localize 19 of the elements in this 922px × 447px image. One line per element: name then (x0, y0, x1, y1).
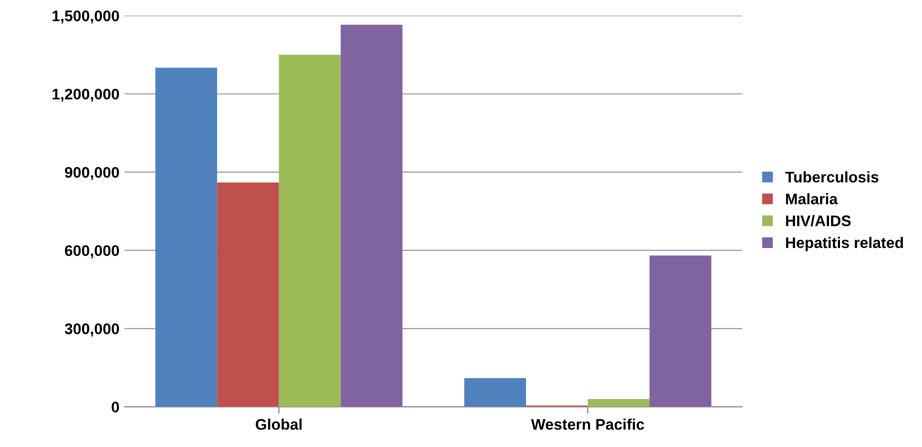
legend-label: HIV/AIDS (786, 215, 851, 226)
y-tick-label: 600,000 (64, 245, 119, 258)
y-tick-label: 300,000 (64, 323, 119, 336)
y-tick-label: 1,200,000 (52, 88, 119, 102)
bar (155, 68, 218, 407)
y-tick-label: 900,000 (64, 166, 119, 180)
y-tick-label: 0 (112, 402, 119, 412)
bar (650, 256, 712, 407)
bar (278, 54, 341, 407)
bar (340, 24, 402, 407)
x-tick-label: Western Pacific (531, 418, 644, 430)
legend-label: Tuberculosis (785, 171, 878, 182)
bar (217, 182, 279, 407)
bar (588, 398, 650, 407)
bar (464, 378, 526, 407)
legend-label: Hepatitis related (786, 236, 903, 252)
x-tick-label: Global (256, 418, 302, 430)
y-tick-label: 1,500,000 (52, 10, 119, 24)
legend-label: Malaria (786, 193, 838, 204)
